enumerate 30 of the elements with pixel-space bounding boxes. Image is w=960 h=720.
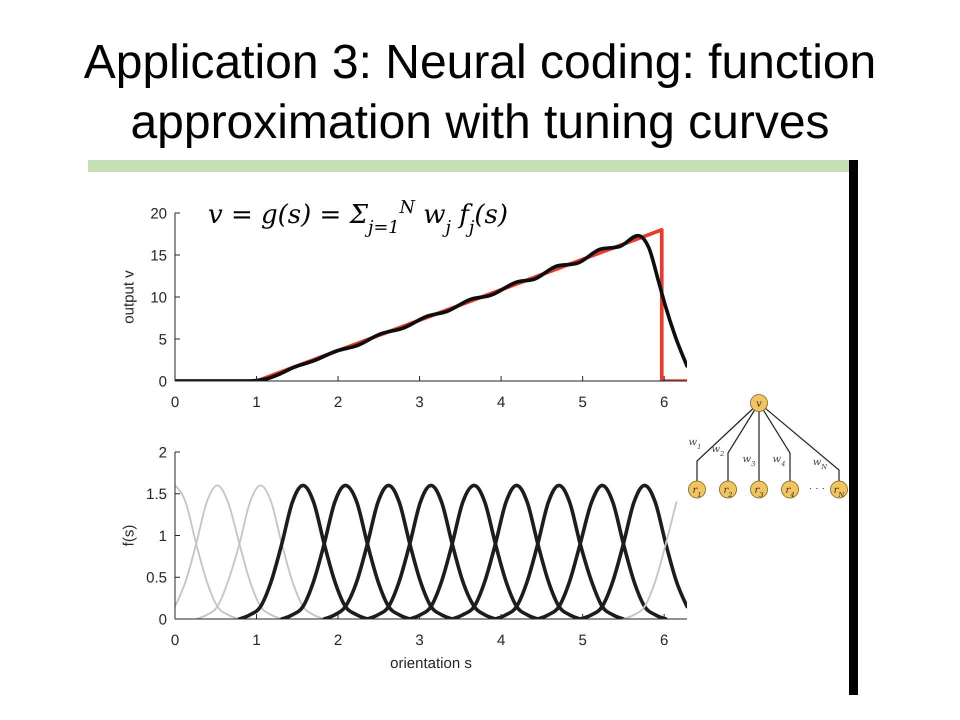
y-tick-label: 0	[158, 611, 167, 628]
x-axis-title: orientation s	[390, 655, 472, 672]
x-tick-label: 2	[334, 632, 342, 649]
x-tick-label: 5	[578, 632, 587, 649]
y-tick-label: 0	[158, 373, 167, 390]
y-tick-label: 15	[150, 247, 167, 264]
x-tick-label: 0	[170, 632, 180, 649]
x-tick-label: 1	[252, 632, 261, 649]
x-tick-label: 2	[334, 394, 342, 411]
y-tick-label: 10	[150, 289, 167, 306]
x-tick-label: 6	[660, 394, 668, 411]
chart-title: Application 3: Neural coding: function approximation with tuning curves	[82, 35, 878, 151]
y-tick-label: 0.5	[146, 570, 167, 586]
x-tick-label: 6	[660, 632, 668, 649]
y-tick-label: 1	[158, 528, 167, 545]
y-axis-title: f(s)	[120, 524, 138, 546]
x-tick-label: 3	[415, 632, 424, 649]
y-axis-title: output v	[120, 270, 138, 324]
x-tick-label: 4	[496, 632, 506, 649]
x-tick-label: 3	[415, 394, 424, 411]
x-tick-label: 4	[496, 394, 506, 411]
y-tick-label: 5	[158, 331, 167, 348]
annotation: v = g(s) = Σ$_{j=1}$$^{N}$ w$_{j}$ f$_{j}$(s)	[208, 198, 508, 238]
x-tick-label: 1	[252, 394, 261, 411]
x-tick-label: 5	[578, 394, 587, 411]
network-diagram: v w$_{1}$ w$_{2}$ w$_{3}$ w$_{4}$ w$_{N}$ r$_{1}$ r$_{2}$ r$_{3}$ r$_{4}$ · · · r$_{N}$	[680, 390, 850, 502]
x-tick-label: 0	[170, 394, 180, 411]
y-tick-label: 2	[158, 444, 167, 462]
y-tick-label: 1.5	[146, 486, 167, 503]
y-tick-label: 20	[150, 205, 167, 222]
